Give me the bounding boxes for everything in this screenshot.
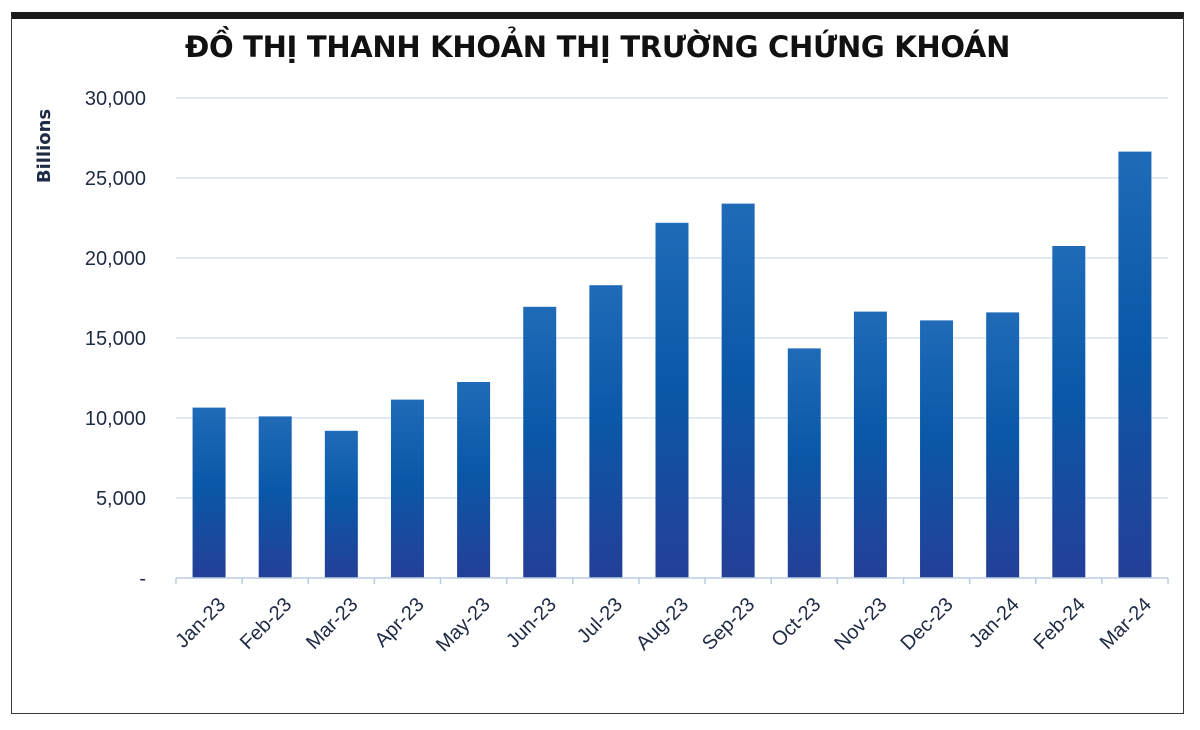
x-tick-label: Aug-23 [632,594,693,655]
y-tick-label: 30,000 [85,88,146,110]
bar-feb-24 [1052,246,1086,578]
y-tick-label: 15,000 [85,328,146,350]
x-tick-label: Jan-23 [171,594,230,653]
x-tick-label: Jul-23 [573,594,627,648]
x-tick-label: Sep-23 [698,594,759,655]
x-tick-label: Dec-23 [897,594,958,655]
bar-feb-23 [258,416,292,578]
y-tick-label: 10,000 [85,408,146,430]
bar-sep-23 [721,203,755,578]
x-axis [175,577,1169,584]
bar-mar-24 [1118,151,1152,578]
y-tick-label: 20,000 [85,248,146,270]
y-tick-label: - [139,568,146,590]
x-tick-label: Mar-23 [302,594,362,654]
x-tick-label: Apr-23 [371,594,429,652]
y-tick-label: 5,000 [96,488,146,510]
chart-title: ĐỒ THỊ THANH KHOẢN THỊ TRƯỜNG CHỨNG KHOÁ… [184,30,1011,64]
x-tick-label: Jan-24 [965,594,1024,653]
x-axis-ticks: Jan-23 Feb-23 Mar-23 Apr-23 May-23 Jun-23 Jul-… [171,594,1156,657]
y-tick-label: 25,000 [85,168,146,190]
bar-jul-23 [589,285,623,578]
bar-apr-23 [390,399,424,578]
x-tick-label: Mar-24 [1096,594,1156,654]
bar-may-23 [457,382,491,578]
x-tick-label: May-23 [432,594,495,657]
x-tick-label: Jun-23 [502,594,561,653]
bar-jan-24 [986,312,1020,578]
bar-dec-23 [920,320,954,578]
y-axis-title: Billions [34,109,55,183]
x-tick-label: Oct-23 [767,594,825,652]
x-tick-label: Feb-24 [1030,594,1090,654]
bar-aug-23 [655,222,689,579]
bar-oct-23 [787,348,821,578]
x-tick-label: Nov-23 [830,594,891,655]
bar-jan-23 [192,407,226,578]
bars [192,151,1152,579]
bar-jun-23 [523,306,557,578]
bar-nov-23 [853,311,887,578]
y-axis-ticks: - 5,000 10,000 15,000 20,000 25,000 30,000 [85,88,146,590]
x-tick-label: Feb-23 [236,594,296,654]
bar-mar-23 [324,430,358,578]
